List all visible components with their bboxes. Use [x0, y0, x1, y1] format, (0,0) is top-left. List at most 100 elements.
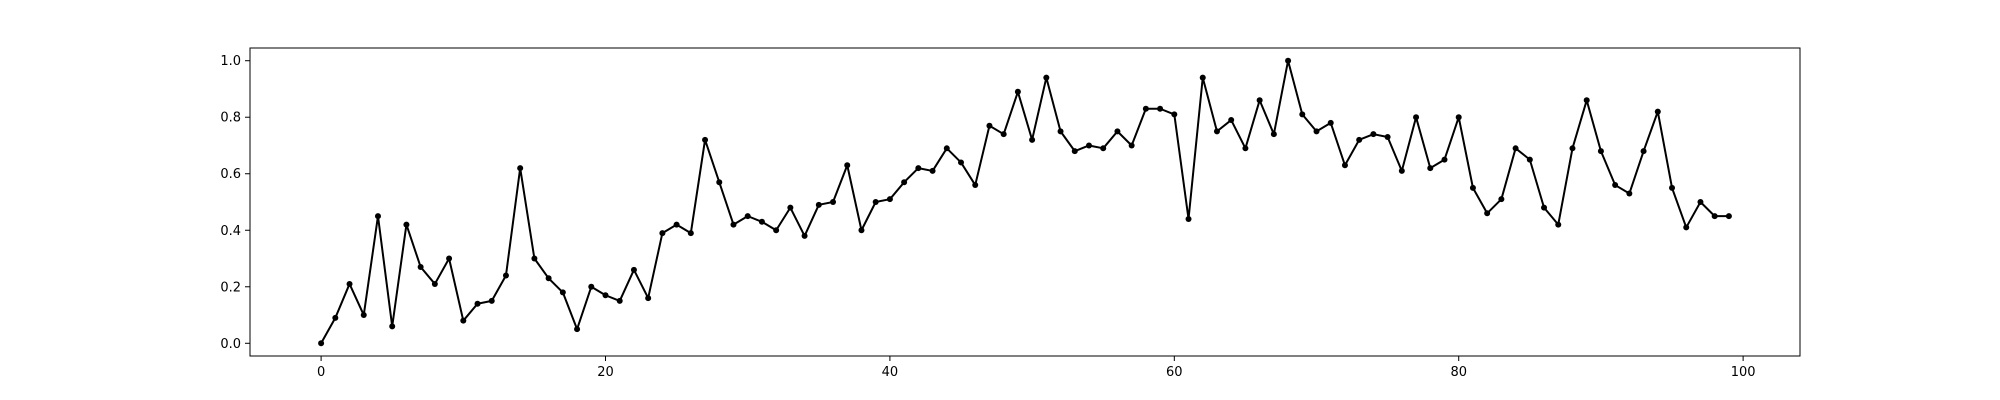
data-point [417, 263, 424, 270]
data-point [986, 122, 993, 129]
data-point [1213, 128, 1220, 135]
data-point [858, 227, 865, 234]
data-point [1199, 74, 1206, 81]
data-point [1370, 131, 1377, 138]
data-point [1413, 114, 1420, 121]
data-point [1455, 114, 1462, 121]
y-tick-label: 0.8 [220, 111, 241, 126]
data-point [673, 221, 680, 228]
data-point [1128, 142, 1135, 149]
data-point [1327, 119, 1334, 126]
data-point [1398, 167, 1405, 174]
data-point [1711, 213, 1718, 220]
data-point [915, 165, 922, 172]
data-point [1313, 128, 1320, 135]
y-tick-label: 1.0 [220, 54, 241, 69]
data-point [374, 213, 381, 220]
x-tick-label: 40 [882, 365, 899, 380]
data-point [602, 292, 609, 299]
data-point [1256, 97, 1263, 104]
data-point [1583, 97, 1590, 104]
data-point [1541, 204, 1548, 211]
data-point [943, 145, 950, 152]
data-point [1384, 134, 1391, 141]
data-point [1085, 142, 1092, 149]
data-point [474, 300, 481, 307]
data-point [1014, 88, 1021, 95]
data-point [1171, 111, 1178, 118]
data-point [588, 283, 595, 290]
data-point [446, 255, 453, 262]
data-point [645, 295, 652, 302]
data-point [958, 159, 965, 166]
data-point [1555, 221, 1562, 228]
data-point [1526, 156, 1533, 163]
data-point [1640, 148, 1647, 155]
data-point [773, 227, 780, 234]
plot-frame [249, 47, 1801, 357]
data-point [929, 167, 936, 174]
data-point [886, 196, 893, 203]
data-point [1270, 131, 1277, 138]
data-point [801, 232, 808, 239]
data-point [1057, 128, 1064, 135]
data-point [1597, 148, 1604, 155]
data-point [1356, 136, 1363, 143]
x-tick-label: 0 [317, 365, 325, 380]
data-point [360, 312, 367, 319]
x-axis: 0 20 40 60 80 100 [317, 356, 1756, 380]
data-point [630, 266, 637, 273]
data-point [1100, 145, 1107, 152]
data-point [1228, 117, 1235, 124]
data-point [559, 289, 566, 296]
data-point [1569, 145, 1576, 152]
data-point [1299, 111, 1306, 118]
data-point [1000, 131, 1007, 138]
data-point [1498, 196, 1505, 203]
data-point [787, 204, 794, 211]
data-point [659, 230, 666, 237]
data-point [1512, 145, 1519, 152]
data-point [346, 280, 353, 287]
data-point [460, 317, 467, 324]
data-point [332, 314, 339, 321]
data-point [1697, 199, 1704, 205]
data-point [488, 297, 495, 304]
data-point [872, 199, 879, 205]
data-point [616, 297, 623, 304]
data-point [716, 179, 723, 186]
data-point [744, 213, 751, 220]
data-point [1285, 57, 1292, 64]
data-point [1114, 128, 1121, 135]
data-point [403, 221, 410, 228]
data-point [901, 179, 908, 186]
data-point [545, 275, 552, 282]
data-point [1612, 182, 1619, 189]
data-point [431, 280, 438, 287]
data-point [1626, 190, 1633, 197]
data-point [1043, 74, 1050, 81]
data-point [1341, 162, 1348, 169]
data-point [1157, 105, 1164, 112]
data-point [1242, 145, 1249, 152]
series-layer [318, 57, 1732, 347]
data-point [1071, 148, 1078, 155]
series-line [320, 59, 1729, 344]
data-point [687, 230, 694, 237]
x-tick-label: 80 [1450, 365, 1467, 380]
data-point [758, 218, 765, 225]
data-point [1484, 210, 1491, 217]
y-tick-label: 0.4 [220, 224, 241, 239]
data-point [389, 323, 396, 330]
y-axis: 0.0 0.2 0.4 0.6 0.8 1.0 [220, 54, 250, 352]
data-point [1683, 224, 1690, 231]
data-point [815, 201, 822, 208]
data-point [1185, 215, 1192, 222]
data-point [1654, 108, 1661, 115]
data-point [1441, 156, 1448, 163]
data-point [531, 255, 538, 262]
y-tick-label: 0.2 [220, 280, 241, 295]
data-point [517, 165, 524, 172]
data-point [1469, 184, 1476, 191]
